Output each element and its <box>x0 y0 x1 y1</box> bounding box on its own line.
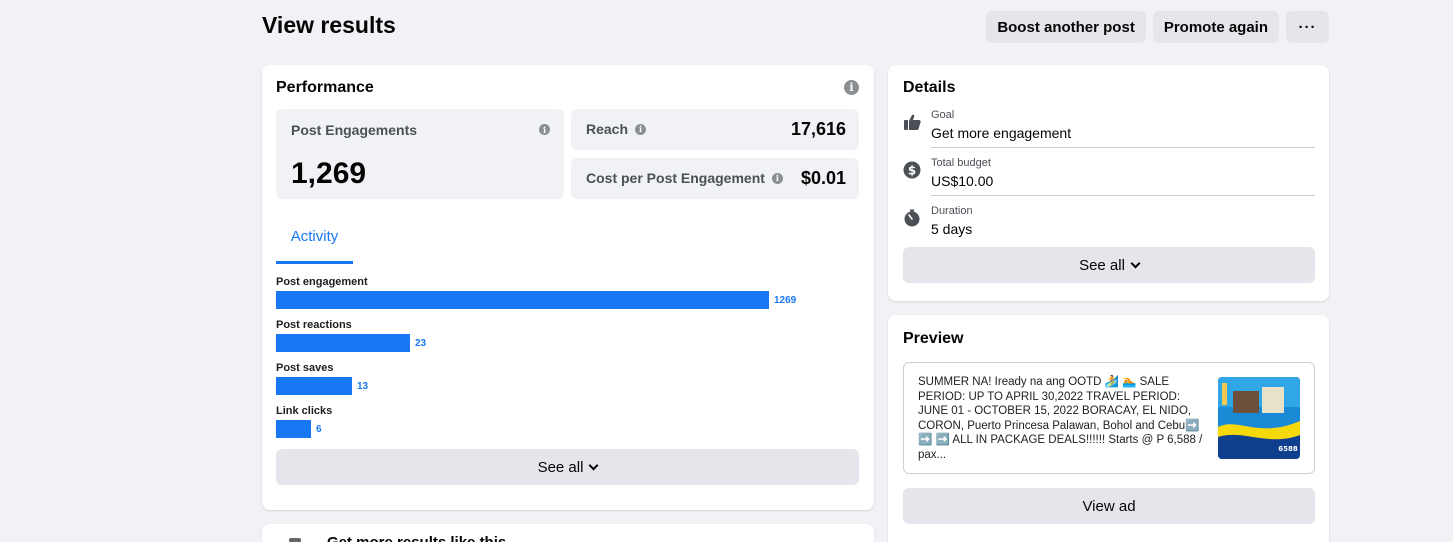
cost-label-wrap: Cost per Post Engagement i <box>586 170 783 186</box>
more-results-title: Get more results like this <box>327 534 506 542</box>
activity-value: 1269 <box>774 294 797 306</box>
activity-bar-line: 13 <box>276 377 368 395</box>
thumbs-up-icon <box>904 114 921 130</box>
results-icon <box>289 538 301 542</box>
preview-card: Preview SUMMER NA! Iready na ang OOTD 🏄 … <box>888 315 1329 542</box>
activity-row: Post reactions 23 <box>276 318 859 361</box>
divider <box>931 195 1315 196</box>
duration-label: Duration <box>931 205 973 217</box>
goal-value: Get more engagement <box>931 125 1072 141</box>
preview-title: Preview <box>903 330 964 347</box>
thumb-price: 6588 <box>1278 445 1298 453</box>
view-ad-button[interactable]: View ad <box>903 488 1315 524</box>
reach-label: Reach <box>586 121 629 137</box>
see-all-button[interactable]: See all <box>276 449 859 485</box>
ad-thumbnail: 6588 <box>1218 377 1300 459</box>
post-engagements-metric: Post Engagements i 1,269 <box>276 109 564 199</box>
activity-label: Link clicks <box>276 405 333 417</box>
budget-label: Total budget <box>931 157 991 169</box>
cost-value: $0.01 <box>800 168 846 188</box>
detail-duration: Duration 5 days <box>903 205 1315 253</box>
info-icon[interactable]: i <box>771 172 783 184</box>
info-icon[interactable]: i <box>635 123 647 135</box>
duration-value: 5 days <box>931 221 973 237</box>
cost-label: Cost per Post Engagement <box>586 170 765 186</box>
activity-bar <box>276 420 311 438</box>
divider <box>931 147 1315 148</box>
boost-another-post-button[interactable]: Boost another post <box>986 11 1146 43</box>
promote-again-button[interactable]: Promote again <box>1152 11 1279 43</box>
detail-goal: Goal Get more engagement <box>903 109 1315 157</box>
activity-bar-line: 1269 <box>276 291 796 309</box>
reach-value: 17,616 <box>790 119 846 139</box>
activity-value: 13 <box>357 380 369 392</box>
chevron-down-icon <box>588 460 599 470</box>
activity-row: Link clicks 6 <box>276 404 859 447</box>
stopwatch-icon <box>904 209 920 227</box>
details-title: Details <box>903 79 956 96</box>
detail-budget: $ Total budget US$10.00 <box>903 157 1315 205</box>
goal-label: Goal <box>931 109 955 121</box>
activity-bar-line: 23 <box>276 334 426 352</box>
activity-value: 6 <box>316 423 322 435</box>
info-icon[interactable]: i <box>844 80 859 95</box>
see-all-label: See all <box>537 458 584 476</box>
ad-preview[interactable]: SUMMER NA! Iready na ang OOTD 🏄 🏊 SALE P… <box>903 362 1315 474</box>
page-title: View results <box>262 12 396 38</box>
post-engagements-label: Post Engagements <box>291 122 418 138</box>
dollar-icon: $ <box>903 161 921 179</box>
ad-text: SUMMER NA! Iready na ang OOTD 🏄 🏊 SALE P… <box>918 376 1203 461</box>
more-options-button[interactable]: ··· <box>1286 11 1329 43</box>
chevron-down-icon <box>1130 258 1141 268</box>
activity-row: Post saves 13 <box>276 361 859 404</box>
activity-bar <box>276 377 352 395</box>
svg-text:$: $ <box>908 164 916 178</box>
activity-bar <box>276 334 410 352</box>
performance-title: Performance <box>276 79 374 96</box>
performance-card: Performance i Post Engagements i 1,269 R… <box>262 65 874 510</box>
activity-bar-line: 6 <box>276 420 322 438</box>
activity-row: Post engagement 1269 <box>276 275 859 318</box>
tab-activity[interactable]: Activity <box>276 213 353 264</box>
ad-thumbnail-image: 6588 <box>1218 377 1300 459</box>
activity-bar <box>276 291 769 309</box>
reach-metric: Reach i 17,616 <box>571 109 859 150</box>
activity-label: Post engagement <box>276 276 368 288</box>
post-engagements-value: 1,269 <box>291 157 367 190</box>
see-all-label: See all <box>1079 256 1125 274</box>
top-actions: Boost another post Promote again ··· <box>986 11 1329 43</box>
reach-label-wrap: Reach i <box>586 121 647 137</box>
budget-value: US$10.00 <box>931 173 994 189</box>
activity-bars: Post engagement 1269 Post reactions 23 P… <box>276 275 859 447</box>
activity-label: Post saves <box>276 362 334 374</box>
activity-label: Post reactions <box>276 319 352 331</box>
details-card: Details Goal Get more engagement $ Total… <box>888 65 1329 301</box>
activity-value: 23 <box>415 337 427 349</box>
see-all-details-button[interactable]: See all <box>903 247 1315 283</box>
more-results-card: Get more results like this <box>262 524 874 542</box>
info-icon[interactable]: i <box>539 124 550 135</box>
cost-per-engagement-metric: Cost per Post Engagement i $0.01 <box>571 158 859 199</box>
